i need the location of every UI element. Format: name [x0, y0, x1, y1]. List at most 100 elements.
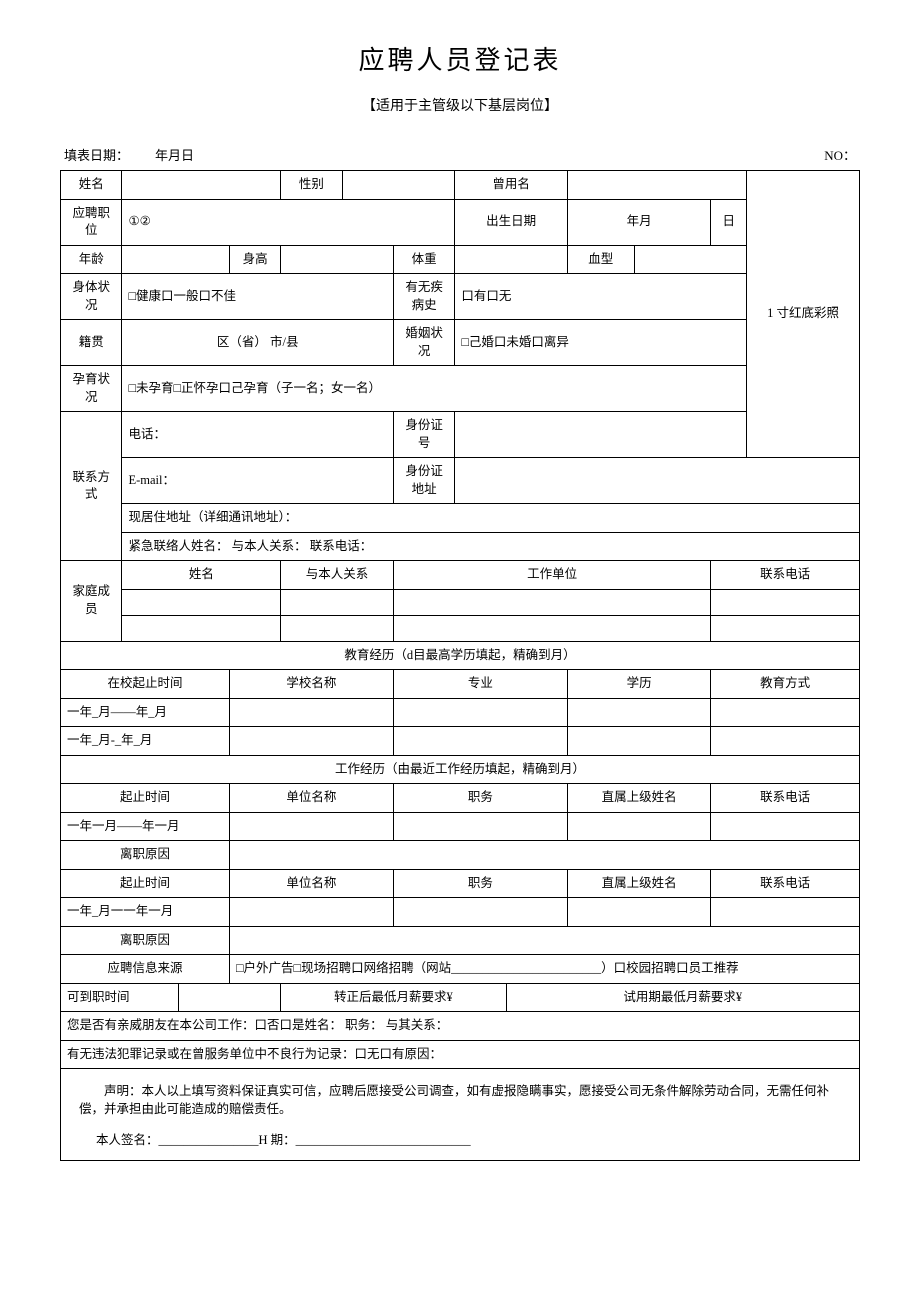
work1-phone[interactable] [711, 812, 860, 841]
work-row-1: 一年一月——年一月 [61, 812, 860, 841]
edu2-degree[interactable] [567, 727, 710, 756]
edu2-mode[interactable] [711, 727, 860, 756]
edu2-school[interactable] [229, 727, 393, 756]
field-source[interactable]: □户外广告□现场招聘口网络招聘（网站______________________… [229, 955, 859, 984]
field-age[interactable] [122, 245, 230, 274]
label-health: 身体状况 [61, 274, 122, 320]
edu1-time[interactable]: 一年_月——年_月 [61, 698, 230, 727]
field-gender[interactable] [342, 171, 455, 200]
label-family: 家庭成员 [61, 561, 122, 642]
field-phone[interactable]: 电话： [122, 412, 393, 458]
work-h-sup2: 直属上级姓名 [567, 869, 710, 898]
fam1-unit[interactable] [393, 589, 711, 615]
page-title: 应聘人员登记表 [60, 40, 860, 77]
fam-h-unit: 工作单位 [393, 561, 711, 590]
leave1-value[interactable] [229, 841, 859, 870]
work-h-phone2: 联系电话 [711, 869, 860, 898]
edu2-time[interactable]: 一年_月-_年_月 [61, 727, 230, 756]
label-blood: 血型 [567, 245, 634, 274]
work2-time[interactable]: 一年_月一一年一月 [61, 898, 230, 927]
signature-line[interactable]: 本人签名：________________H 期：_______________… [71, 1132, 849, 1150]
label-contact: 联系方式 [61, 412, 122, 561]
fam2-phone[interactable] [711, 615, 860, 641]
leave2-value[interactable] [229, 926, 859, 955]
work-section: 工作经历（由最近工作经历填起，精确到月） [61, 755, 860, 784]
work2-unit[interactable] [229, 898, 393, 927]
date-value: 年月日 [155, 148, 194, 163]
fam-h-phone: 联系电话 [711, 561, 860, 590]
field-weight[interactable] [455, 245, 568, 274]
work-h-pos: 职务 [393, 784, 567, 813]
field-idno[interactable] [455, 412, 747, 458]
work-h-phone: 联系电话 [711, 784, 860, 813]
field-health[interactable]: □健康口一般口不佳 [122, 274, 393, 320]
field-day[interactable]: 日 [711, 199, 747, 245]
label-pregnancy: 孕育状况 [61, 366, 122, 412]
label-marital: 婚姻状况 [393, 320, 454, 366]
work1-pos[interactable] [393, 812, 567, 841]
field-disease[interactable]: 口有口无 [455, 274, 747, 320]
field-relative[interactable]: 您是否有亲威朋友在本公司工作：口否口是姓名： 职务： 与其关系： [61, 1012, 860, 1041]
form-no: NO： [824, 145, 856, 164]
fam2-name[interactable] [122, 615, 281, 641]
family-row-2 [61, 615, 860, 641]
registration-table: 姓名 性别 曾用名 1 寸红底彩照 应聘职位 ①② 出生日期 年月 日 年龄 身… [60, 170, 860, 1161]
label-disease: 有无疾病史 [393, 274, 454, 320]
work2-pos[interactable] [393, 898, 567, 927]
edu1-mode[interactable] [711, 698, 860, 727]
label-native: 籍贯 [61, 320, 122, 366]
leave2-label: 离职原因 [61, 926, 230, 955]
work1-sup[interactable] [567, 812, 710, 841]
field-blood[interactable] [634, 245, 747, 274]
field-emergency[interactable]: 紧急联络人姓名： 与本人关系： 联系电话： [122, 532, 860, 561]
label-onboard: 可到职时间 [61, 983, 179, 1012]
field-native[interactable]: 区（省） 市/县 [122, 320, 393, 366]
edu1-major[interactable] [393, 698, 567, 727]
edu2-major[interactable] [393, 727, 567, 756]
meta-row: 填表日期： 年月日 NO： [60, 145, 860, 164]
work-h-time2: 起止时间 [61, 869, 230, 898]
edu1-degree[interactable] [567, 698, 710, 727]
fam2-rel[interactable] [281, 615, 394, 641]
field-birth[interactable]: 年月 [567, 199, 710, 245]
work1-unit[interactable] [229, 812, 393, 841]
edu-h-degree: 学历 [567, 670, 710, 699]
fam1-rel[interactable] [281, 589, 394, 615]
work2-phone[interactable] [711, 898, 860, 927]
work-h-sup: 直属上级姓名 [567, 784, 710, 813]
field-idaddr[interactable] [455, 458, 860, 504]
label-salary-full: 转正后最低月薪要求¥ [281, 983, 506, 1012]
fam-h-name: 姓名 [122, 561, 281, 590]
edu-row-2: 一年_月-_年_月 [61, 727, 860, 756]
edu-h-mode: 教育方式 [711, 670, 860, 699]
field-marital[interactable]: □己婚口未婚口离异 [455, 320, 747, 366]
field-pregnancy[interactable]: □未孕育□正怀孕口己孕育（子一名；女一名） [122, 366, 747, 412]
fam2-unit[interactable] [393, 615, 711, 641]
work1-time[interactable]: 一年一月——年一月 [61, 812, 230, 841]
field-apply-pos[interactable]: ①② [122, 199, 455, 245]
work2-sup[interactable] [567, 898, 710, 927]
label-idno: 身份证号 [393, 412, 454, 458]
edu-section: 教育经历（d目最高学历填起，精确到月） [61, 641, 860, 670]
field-email[interactable]: E-mail： [122, 458, 393, 504]
field-former-name[interactable] [567, 171, 746, 200]
family-row-1 [61, 589, 860, 615]
work-row-2: 一年_月一一年一月 [61, 898, 860, 927]
label-former-name: 曾用名 [455, 171, 568, 200]
fam1-name[interactable] [122, 589, 281, 615]
field-curr-addr[interactable]: 现居住地址（详细通讯地址）： [122, 504, 860, 533]
field-name[interactable] [122, 171, 281, 200]
declaration-cell: 声明：本人以上填写资料保证真实可信，应聘后愿接受公司调查，如有虚报隐瞒事实，愿接… [61, 1069, 860, 1161]
label-birth: 出生日期 [455, 199, 568, 245]
edu-row-1: 一年_月——年_月 [61, 698, 860, 727]
work-h-unit2: 单位名称 [229, 869, 393, 898]
edu1-school[interactable] [229, 698, 393, 727]
field-height[interactable] [281, 245, 394, 274]
fam1-phone[interactable] [711, 589, 860, 615]
fill-date: 填表日期： 年月日 [64, 145, 194, 164]
page-subtitle: 【适用于主管级以下基层岗位】 [60, 95, 860, 115]
field-onboard[interactable] [178, 983, 280, 1012]
edu-h-major: 专业 [393, 670, 567, 699]
work-h-time: 起止时间 [61, 784, 230, 813]
field-crime[interactable]: 有无违法犯罪记录或在曾服务单位中不良行为记录：口无口有原因： [61, 1040, 860, 1069]
